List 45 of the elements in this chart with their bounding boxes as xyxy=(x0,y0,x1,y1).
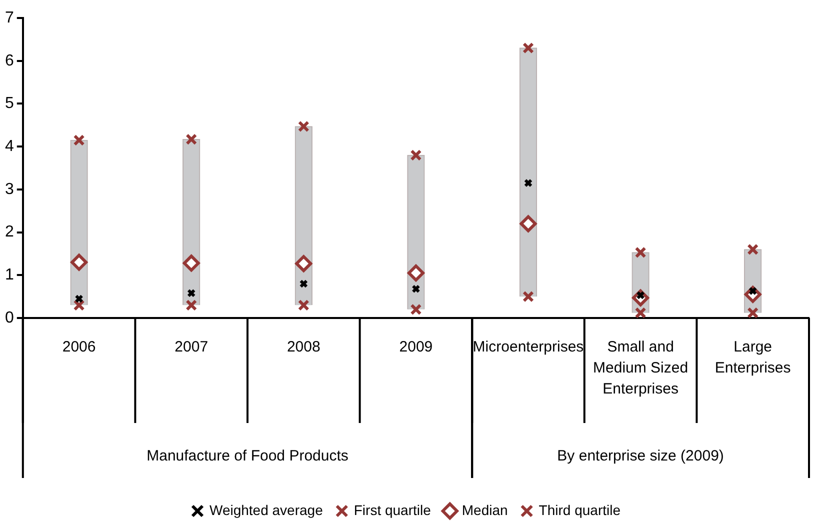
point xyxy=(747,244,759,256)
point xyxy=(70,254,88,271)
x-tick-label: Large Enterprises xyxy=(714,338,791,377)
point xyxy=(407,264,424,282)
point xyxy=(522,290,534,302)
y-tick-label: 1 xyxy=(4,266,14,284)
legend-label: Weighted average xyxy=(209,502,324,518)
point xyxy=(74,294,84,304)
y-tick-label: 4 xyxy=(4,138,14,155)
point xyxy=(747,307,759,318)
legend-label: First quartile xyxy=(354,502,432,518)
x-tick-label: 2007 xyxy=(174,338,208,356)
x-tick-label: 2009 xyxy=(399,338,433,356)
y-tick-label: 3 xyxy=(4,180,14,198)
y-tick-label: 6 xyxy=(4,52,14,70)
point xyxy=(412,284,420,294)
point xyxy=(73,134,85,146)
point xyxy=(298,299,310,311)
point xyxy=(522,42,534,54)
text: By enterprise size (2009) xyxy=(557,448,724,465)
point xyxy=(410,149,422,161)
point xyxy=(186,299,198,311)
point xyxy=(182,254,200,272)
point xyxy=(187,288,196,298)
y-tick-label: 7 xyxy=(4,9,14,26)
x-tick-label: 2006 xyxy=(62,338,96,356)
x-tick-label: Small and Medium Sized Enterprises xyxy=(593,338,688,398)
point xyxy=(524,178,533,188)
point xyxy=(520,215,537,232)
point xyxy=(73,299,85,311)
x-tick-label: 2008 xyxy=(286,338,320,356)
point xyxy=(186,134,198,146)
legend-label: Third quartile xyxy=(538,502,621,518)
point xyxy=(298,120,310,132)
legend-label: Median xyxy=(462,502,508,518)
text: Manufacture of Food Products xyxy=(146,448,348,465)
point xyxy=(410,304,422,316)
point xyxy=(634,307,646,318)
point xyxy=(299,279,308,288)
y-tick-label: 5 xyxy=(4,95,14,112)
y-tick-label: 0 xyxy=(4,309,14,326)
x-tick-label: Microenterprises xyxy=(472,338,584,356)
point xyxy=(295,255,312,272)
y-tick-label: 2 xyxy=(4,224,14,241)
point xyxy=(634,246,646,258)
